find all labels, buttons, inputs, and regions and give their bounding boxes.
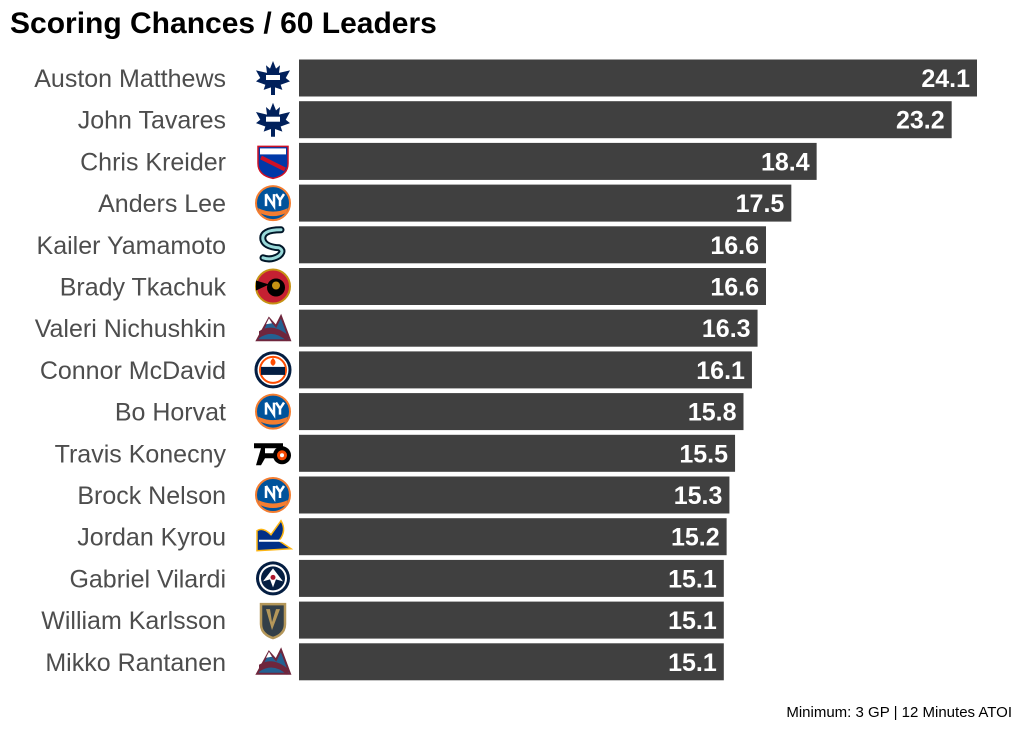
- value-label: 17.5: [736, 190, 785, 218]
- chart-row: Anders Lee 17.5: [98, 184, 792, 222]
- bar: [299, 393, 744, 431]
- bar: [299, 351, 752, 389]
- bar: [299, 559, 724, 597]
- chart-row: John Tavares 23.2: [78, 101, 952, 139]
- jets-logo-icon: [256, 561, 290, 596]
- player-label: Anders Lee: [98, 190, 226, 218]
- chart-row: Travis Konecny 15.5: [55, 434, 736, 472]
- golden-knights-logo-icon: [259, 602, 287, 640]
- avalanche-logo-icon: [255, 313, 292, 342]
- player-label: Bo Horvat: [115, 399, 226, 427]
- bar: [299, 59, 977, 97]
- value-label: 16.6: [710, 274, 759, 302]
- islanders-logo-icon: [255, 185, 291, 222]
- chart-row: Brady Tkachuk 16.6: [60, 268, 767, 305]
- rangers-logo-icon: [257, 145, 289, 180]
- bar: [299, 476, 730, 514]
- value-label: 15.5: [679, 440, 728, 468]
- bar: [299, 142, 817, 180]
- bar: [299, 601, 724, 639]
- bar: [299, 643, 724, 681]
- player-label: Mikko Rantanen: [45, 649, 226, 677]
- player-label: Connor McDavid: [40, 357, 226, 385]
- value-label: 15.1: [668, 565, 717, 593]
- bar: [299, 309, 758, 347]
- player-label: Brock Nelson: [77, 482, 226, 510]
- bar: [299, 268, 767, 305]
- value-label: 15.3: [674, 482, 723, 510]
- chart-row: Connor McDavid 16.1: [40, 351, 752, 389]
- value-label: 16.6: [710, 232, 759, 260]
- chart-row: Valeri Nichushkin 16.3: [35, 309, 758, 347]
- player-label: Valeri Nichushkin: [35, 315, 226, 343]
- player-label: William Karlsson: [41, 607, 226, 635]
- chart-row: Brock Nelson 15.3: [77, 476, 730, 514]
- maple-leafs-logo-icon: [256, 61, 290, 95]
- player-label: Travis Konecny: [55, 440, 227, 468]
- chart-title: Scoring Chances / 60 Leaders: [10, 7, 437, 40]
- value-label: 24.1: [921, 65, 970, 93]
- value-label: 23.2: [896, 107, 945, 135]
- value-label: 15.1: [668, 607, 717, 635]
- bar: [299, 101, 952, 139]
- value-label: 16.1: [696, 357, 745, 385]
- chart-row: Kailer Yamamoto 16.6: [37, 226, 767, 264]
- bar: [299, 518, 727, 556]
- chart-row: William Karlsson 15.1: [41, 601, 724, 640]
- chart-row: Chris Kreider 18.4: [80, 142, 817, 180]
- oilers-logo-icon: [254, 351, 292, 389]
- chart-row: Gabriel Vilardi 15.1: [69, 559, 724, 597]
- bar: [299, 434, 736, 472]
- value-label: 15.2: [671, 524, 720, 552]
- value-label: 15.8: [688, 399, 737, 427]
- value-label: 16.3: [702, 315, 751, 343]
- chart-row: Bo Horvat 15.8: [115, 393, 744, 431]
- player-label: Auston Matthews: [34, 65, 226, 93]
- player-label: John Tavares: [78, 107, 226, 135]
- player-label: Brady Tkachuk: [60, 274, 227, 302]
- bar: [299, 226, 767, 264]
- islanders-logo-icon: [255, 477, 291, 513]
- chart-row: Mikko Rantanen 15.1: [45, 643, 724, 681]
- flyers-logo-icon: [254, 443, 291, 466]
- value-label: 18.4: [761, 148, 810, 176]
- value-label: 15.1: [668, 649, 717, 677]
- player-label: Jordan Kyrou: [77, 524, 226, 552]
- chart-caption: Minimum: 3 GP | 12 Minutes ATOI: [786, 704, 1012, 721]
- chart-row: Jordan Kyrou 15.2: [77, 518, 727, 556]
- chart-rows: Auston Matthews 24.1 John Tavares 23.2 Chris…: [34, 59, 977, 681]
- player-label: Gabriel Vilardi: [69, 565, 226, 593]
- chart-row: Auston Matthews 24.1: [34, 59, 977, 97]
- maple-leafs-logo-icon: [256, 102, 290, 137]
- player-label: Kailer Yamamoto: [37, 232, 226, 260]
- avalanche-logo-icon: [255, 647, 292, 675]
- islanders-logo-icon: [255, 393, 291, 430]
- kraken-logo-icon: [259, 226, 286, 263]
- bar: [299, 184, 792, 222]
- blues-logo-icon: [256, 519, 294, 552]
- player-label: Chris Kreider: [80, 148, 226, 176]
- senators-logo-icon: [255, 268, 291, 305]
